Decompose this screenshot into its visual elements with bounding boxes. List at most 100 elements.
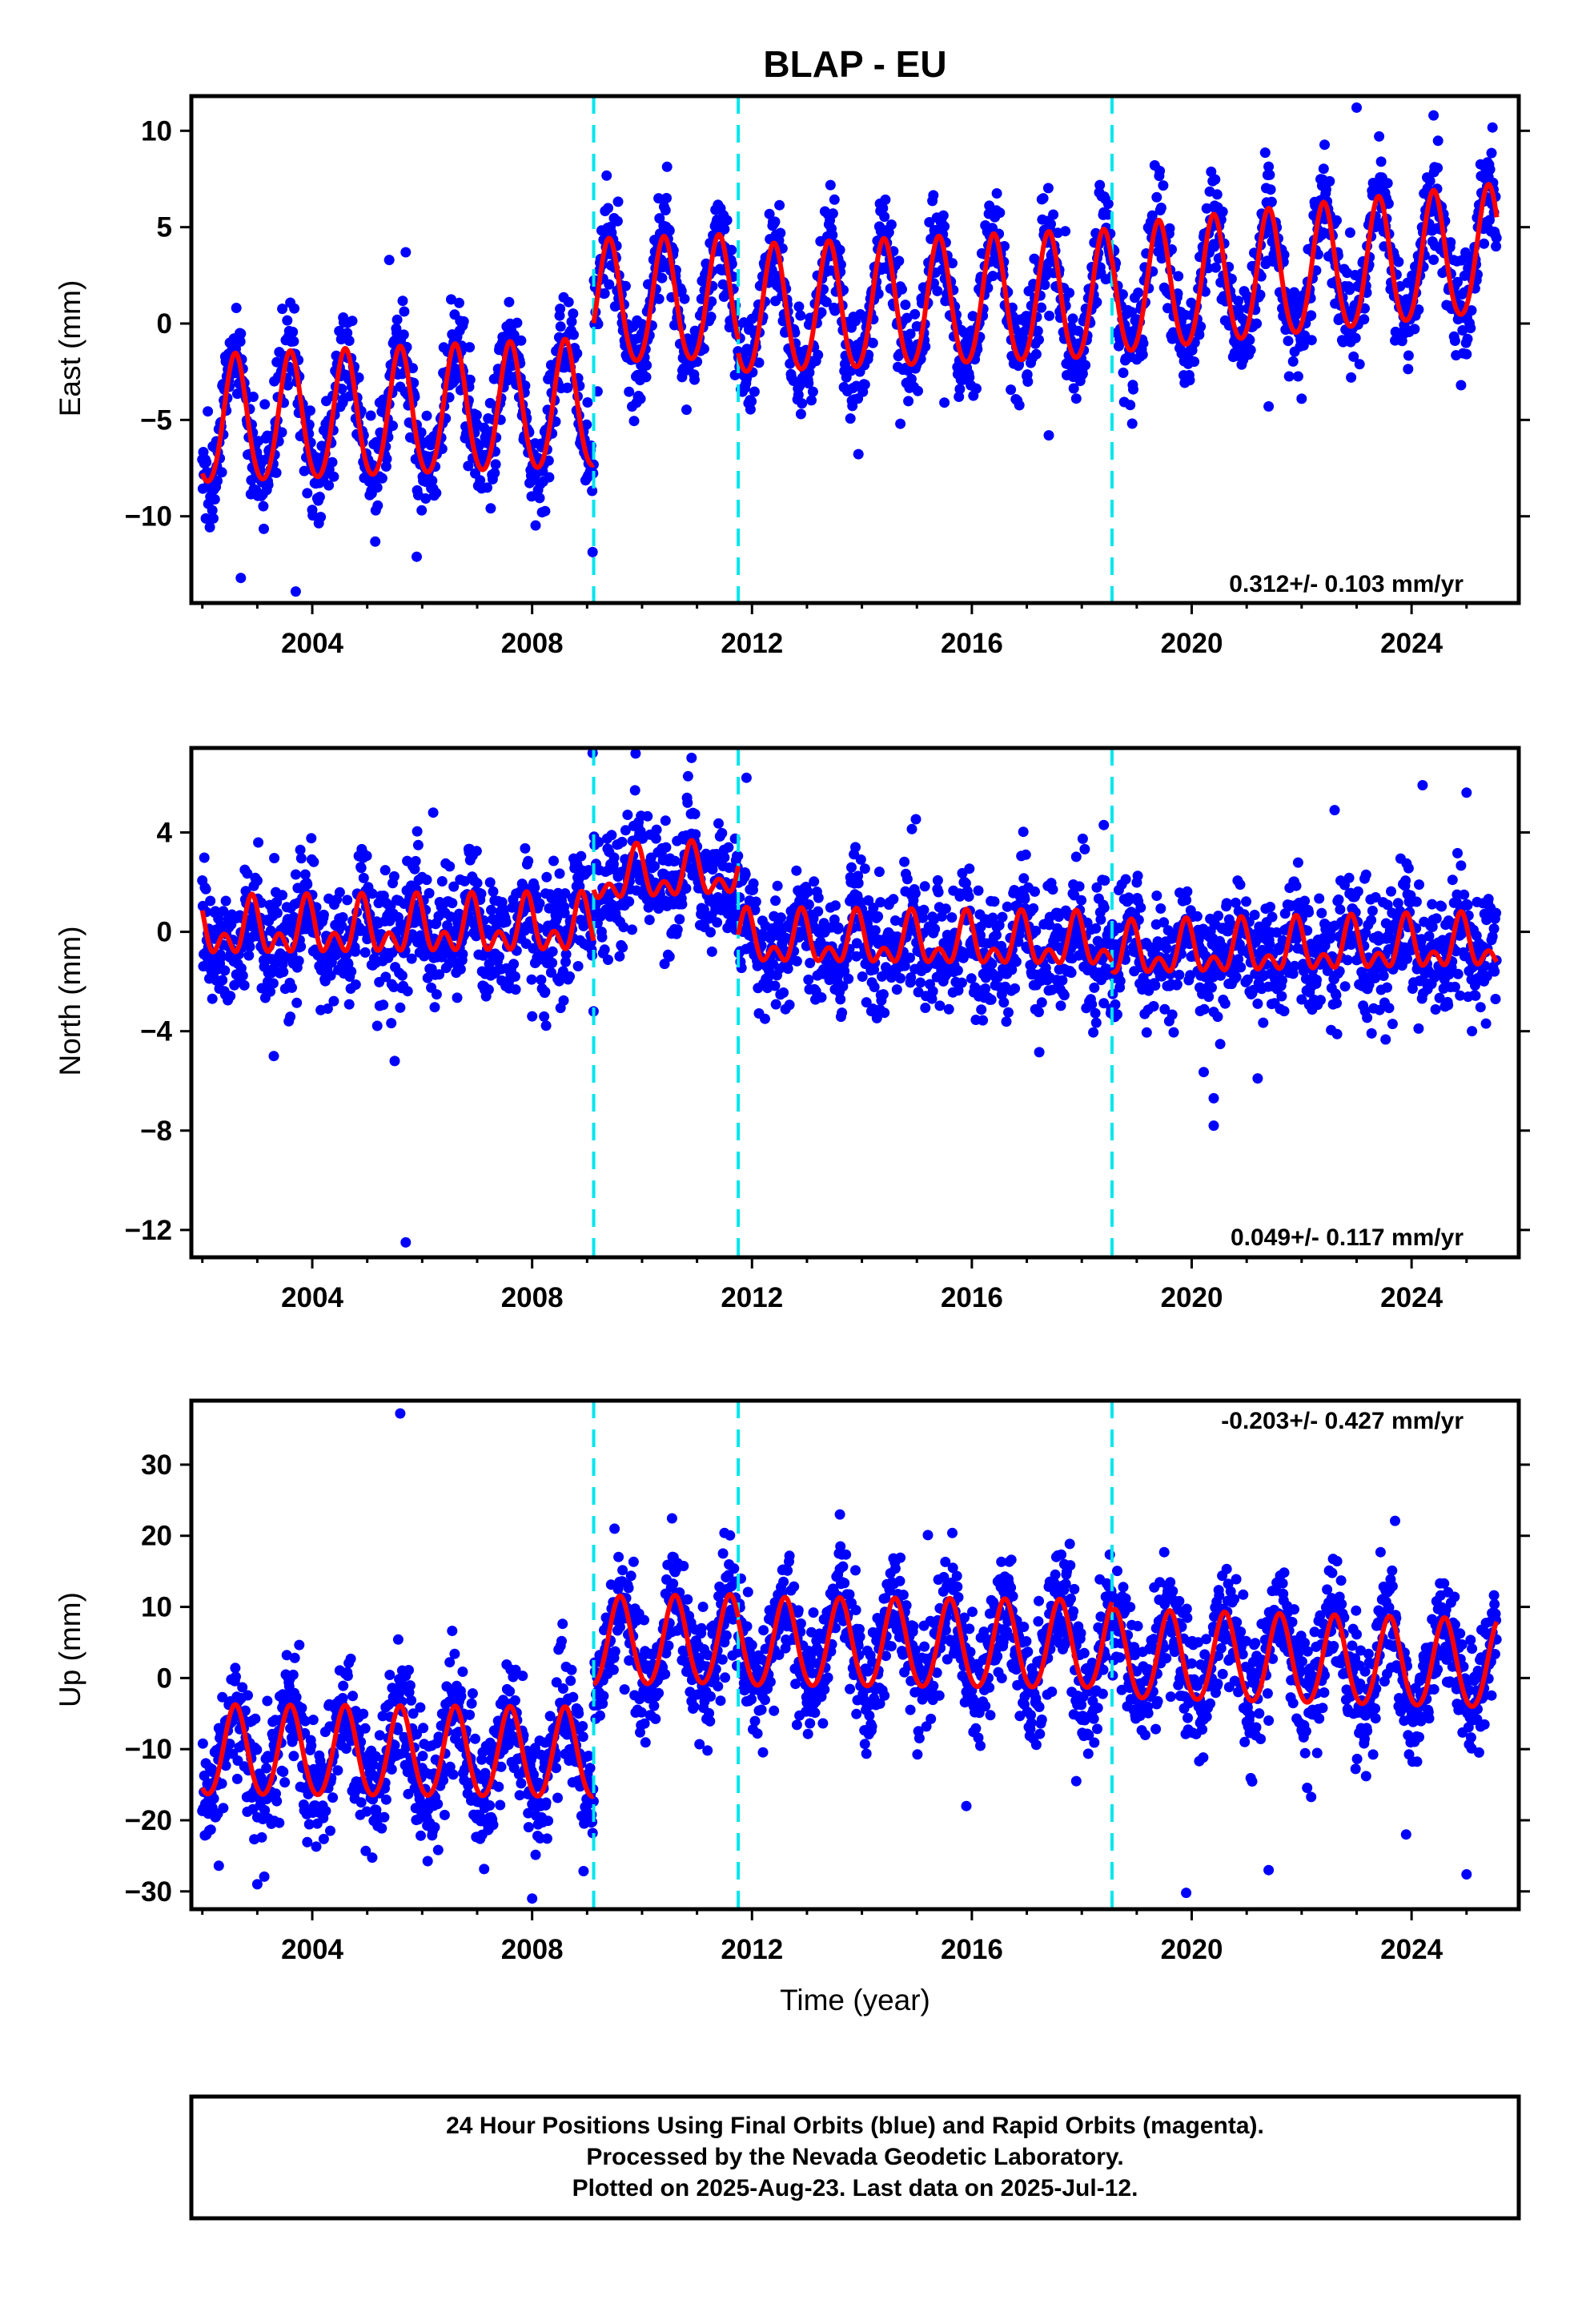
position-point-east-2530 xyxy=(1461,348,1472,360)
position-point-north-1629 xyxy=(1010,956,1022,967)
position-point-north-40 xyxy=(217,975,228,986)
position-point-east-2027 xyxy=(1210,174,1221,185)
position-point-north-925 xyxy=(659,959,670,970)
position-point-north-960 xyxy=(677,899,688,910)
position-point-east-2183 xyxy=(1287,356,1299,367)
position-point-east-210 xyxy=(302,488,313,499)
position-point-east-263 xyxy=(328,471,339,482)
position-point-north-2238 xyxy=(1315,995,1326,1006)
position-point-north-927 xyxy=(660,815,671,826)
position-point-east-1193 xyxy=(793,389,804,400)
position-point-east-1353 xyxy=(873,288,884,300)
position-point-north-1848 xyxy=(1120,874,1131,885)
position-point-north-1944 xyxy=(1168,1027,1179,1038)
position-point-east-1407 xyxy=(900,300,911,311)
position-point-east-1919 xyxy=(1155,203,1166,213)
position-point-east-2256 xyxy=(1324,175,1335,187)
position-point-north-179 xyxy=(287,982,297,993)
position-point-north-430 xyxy=(412,826,423,837)
position-point-east-2577 xyxy=(1484,164,1496,175)
position-point-east-2291 xyxy=(1342,267,1353,279)
position-point-east-1362 xyxy=(877,203,889,214)
position-point-east-914 xyxy=(653,293,665,304)
position-point-north-326 xyxy=(359,947,371,958)
position-point-east-294 xyxy=(343,336,355,346)
position-point-north-1213 xyxy=(803,974,814,985)
position-point-east-1749 xyxy=(1070,393,1082,404)
position-point-east-535 xyxy=(464,342,476,353)
position-point-east-1873 xyxy=(1133,287,1144,298)
position-point-east-1605 xyxy=(999,241,1010,251)
position-point-east-1790 xyxy=(1091,296,1102,308)
position-point-east-638 xyxy=(516,335,527,346)
position-point-north-1397 xyxy=(895,973,906,984)
position-point-north-1299 xyxy=(846,862,857,873)
position-point-east-814 xyxy=(604,279,615,290)
outlier-point-east-12 xyxy=(939,397,950,408)
position-point-north-449 xyxy=(421,875,432,886)
position-point-north-318 xyxy=(355,862,367,874)
position-point-north-1789 xyxy=(1090,1017,1102,1028)
position-point-east-216 xyxy=(305,405,315,416)
position-point-east-1618 xyxy=(1006,384,1017,396)
position-point-east-514 xyxy=(454,297,464,308)
position-point-east-1483 xyxy=(938,210,949,221)
position-point-east-2565 xyxy=(1479,238,1490,249)
position-point-east-667 xyxy=(530,520,541,531)
position-point-east-1514 xyxy=(954,392,965,402)
position-point-east-549 xyxy=(471,409,482,420)
position-point-north-1579 xyxy=(986,994,997,1005)
position-point-north-350 xyxy=(371,1020,383,1031)
position-point-east-1097 xyxy=(745,404,756,415)
position-point-north-725 xyxy=(559,907,570,919)
position-point-north-793 xyxy=(593,837,604,847)
position-point-east-805 xyxy=(599,288,610,299)
position-point-north-1108 xyxy=(750,896,761,907)
position-point-north-454 xyxy=(424,887,435,899)
position-point-north-1158 xyxy=(776,912,786,923)
position-point-north-1233 xyxy=(813,892,824,903)
position-point-east-2098 xyxy=(1245,344,1256,356)
position-point-north-1941 xyxy=(1166,1009,1178,1020)
position-point-north-1971 xyxy=(1182,886,1193,897)
position-point-east-1953 xyxy=(1173,271,1184,282)
position-point-north-895 xyxy=(644,915,655,926)
position-point-east-523 xyxy=(458,316,469,327)
position-point-north-420 xyxy=(407,929,418,940)
position-point-north-909 xyxy=(651,824,662,835)
position-point-north-573 xyxy=(483,984,494,995)
position-point-north-1357 xyxy=(875,897,886,908)
position-point-east-717 xyxy=(555,321,566,332)
position-point-north-835 xyxy=(614,951,625,962)
position-point-east-831 xyxy=(612,215,623,227)
position-point-east-1727 xyxy=(1060,226,1071,237)
position-point-north-1416 xyxy=(905,952,915,963)
position-point-east-743 xyxy=(568,329,579,340)
position-point-north-383 xyxy=(388,982,400,992)
position-point-north-550 xyxy=(472,878,483,889)
position-point-north-1329 xyxy=(861,997,872,1008)
position-point-east-2028 xyxy=(1211,262,1221,273)
position-point-east-1693 xyxy=(1042,183,1054,194)
position-point-north-1106 xyxy=(749,904,761,915)
position-point-north-1609 xyxy=(1001,1016,1012,1027)
position-point-north-263 xyxy=(328,995,339,1007)
position-point-north-1472 xyxy=(932,875,943,886)
position-point-east-1995 xyxy=(1194,329,1205,340)
position-point-north-1172 xyxy=(782,963,793,975)
position-point-north-1017 xyxy=(705,927,716,938)
position-point-north-675 xyxy=(534,898,545,909)
position-point-north-1666 xyxy=(1030,886,1040,897)
position-point-east-1695 xyxy=(1044,310,1055,321)
position-point-east-1432 xyxy=(913,385,923,396)
position-point-north-1991 xyxy=(1191,911,1203,922)
position-point-north-1447 xyxy=(920,1003,931,1013)
position-point-east-2582 xyxy=(1487,122,1498,133)
position-point-north-189 xyxy=(291,997,303,1008)
position-point-north-1613 xyxy=(1003,1007,1014,1018)
position-point-north-432 xyxy=(412,839,424,850)
position-point-east-1542 xyxy=(967,311,978,322)
position-point-north-1646 xyxy=(1019,894,1030,904)
position-point-north-162 xyxy=(278,967,289,978)
position-point-east-2372 xyxy=(1382,178,1393,189)
